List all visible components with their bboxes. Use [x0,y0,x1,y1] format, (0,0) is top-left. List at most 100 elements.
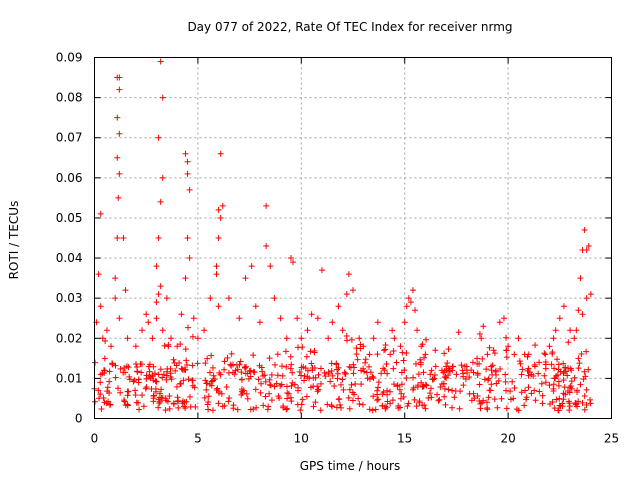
data-point [173,383,180,390]
data-point [556,395,563,402]
data-point [355,395,362,402]
data-point [432,363,439,370]
data-point [138,361,145,368]
data-point [112,362,119,369]
data-point [431,375,438,382]
data-point [383,361,390,368]
data-point [276,395,283,402]
data-point [555,361,562,368]
data-point [565,339,572,346]
data-point [366,406,373,413]
data-point [526,369,533,376]
data-point [483,399,490,406]
y-tick-label: 0.01 [56,371,83,385]
data-point [206,369,213,376]
data-point [132,391,139,398]
x-axis-label: GPS time / hours [300,459,401,473]
data-point [114,385,121,392]
data-point [266,355,273,362]
data-point [331,383,338,390]
data-point [485,394,492,401]
data-point [390,381,397,388]
data-point [503,334,510,341]
data-point [226,395,233,402]
data-point [194,360,201,367]
data-point [419,341,426,348]
data-point [114,154,121,161]
data-point [150,393,157,400]
data-point [289,379,296,386]
data-point [116,315,123,322]
data-point [257,389,264,396]
data-point [466,373,473,380]
data-point [375,396,382,403]
data-point [531,361,538,368]
data-point [440,380,447,387]
data-point [474,370,481,377]
data-point [102,338,109,345]
data-point [444,360,451,366]
data-point [170,400,177,407]
data-point [97,391,104,398]
axis-ticks [94,57,612,419]
data-point [516,358,523,365]
data-point [304,373,311,380]
data-point [178,365,185,372]
data-point [307,348,314,355]
data-point [492,367,499,374]
data-point [116,170,123,177]
data-point [409,287,416,294]
data-point [420,369,427,376]
data-point [97,303,104,310]
data-point [284,405,291,412]
data-point [546,382,553,389]
data-point [304,327,311,334]
data-point [441,350,448,357]
data-point [434,391,441,398]
data-point [356,401,363,408]
data-point [308,311,315,318]
data-point [225,295,232,302]
data-point [417,356,424,363]
data-point [404,403,411,410]
y-tick-label: 0.03 [56,291,83,305]
data-point [256,319,263,326]
data-point [97,379,104,386]
data-point [372,406,379,413]
data-point [213,271,220,278]
data-point [317,380,324,387]
data-point [551,375,558,382]
data-point [182,150,189,157]
data-point [336,395,343,402]
data-point [445,372,452,379]
data-point [477,405,484,412]
data-point [258,380,265,387]
data-point [476,360,483,367]
data-point [507,396,514,403]
data-point [136,406,143,413]
data-point [248,263,255,270]
y-tick-labels: 0 0.01 0.02 0.03 0.04 0.05 0.06 0.07 0.08 0.09 [56,51,83,426]
data-point [502,378,509,385]
data-point [382,341,389,348]
data-point [361,368,368,375]
data-point [143,311,150,318]
data-point [172,367,179,374]
data-point [158,386,165,393]
data-point [359,401,366,408]
x-tick-labels: 0 5 10 15 20 25 [91,432,619,446]
data-point [324,401,331,408]
data-point [390,348,397,355]
y-tick-label: 0.04 [56,251,83,265]
data-point [288,382,295,389]
data-point [343,291,350,298]
data-point [411,396,418,403]
data-point [160,371,167,378]
data-point [579,399,586,406]
data-point [493,380,500,387]
data-point [515,335,522,342]
data-point [101,399,108,406]
data-point [490,347,497,354]
data-point [414,383,421,390]
data-point [541,350,548,357]
